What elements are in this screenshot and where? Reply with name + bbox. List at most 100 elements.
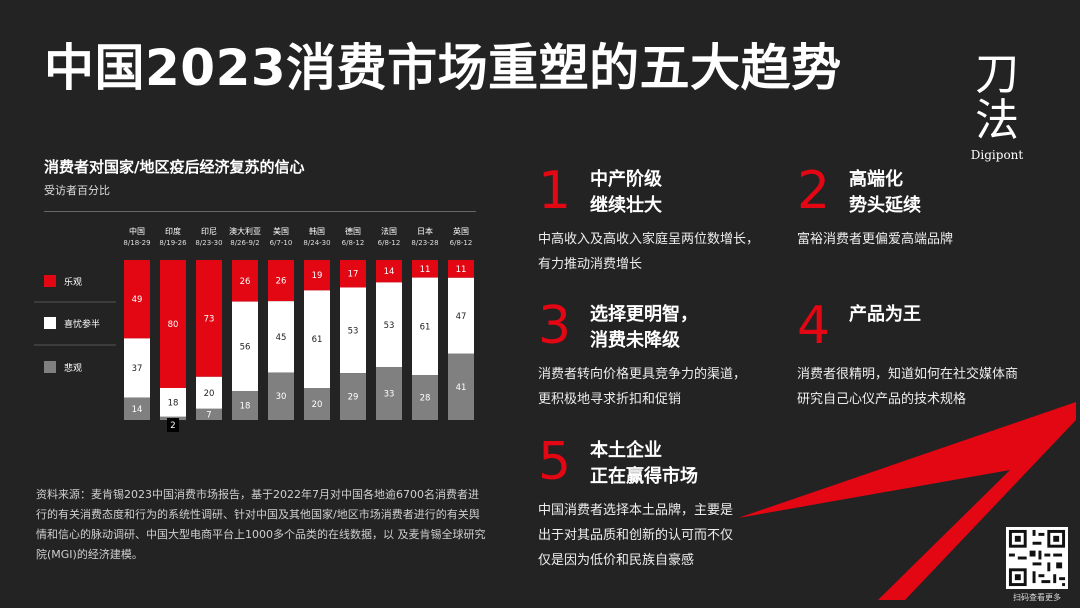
logo-char-top: 刀: [975, 49, 1019, 100]
label-optimistic: 19: [312, 271, 323, 281]
bar-optimistic: [196, 260, 222, 377]
trend-body-line2: 有力推动消费增长: [538, 257, 643, 272]
trend-body-line3: 仅是因为低价和民族自豪感: [538, 553, 695, 568]
qr-code-icon[interactable]: [1006, 527, 1068, 589]
chart-title: 消费者对国家/地区疫后经济复苏的信心: [44, 158, 305, 176]
label-optimistic: 73: [204, 314, 215, 324]
x-tick-label: 韩国: [309, 226, 325, 236]
label-uncertain: 45: [276, 333, 287, 343]
trend-body-line1: 中高收入及高收入家庭呈两位数增长，: [538, 232, 760, 247]
qr-caption: 扫码查看更多: [1013, 593, 1061, 602]
bar-optimistic: [376, 260, 402, 283]
bar-uncertain: [412, 277, 438, 376]
label-uncertain: 37: [132, 364, 143, 374]
legend-swatch: [44, 275, 56, 287]
label-optimistic: 17: [348, 270, 359, 280]
label-uncertain: 47: [456, 312, 467, 322]
bar-uncertain: [124, 338, 150, 398]
label-pessimistic: 29: [348, 393, 359, 403]
bar-optimistic: [268, 260, 294, 302]
x-tick-label: 印尼: [201, 227, 217, 236]
trend-number: 5: [538, 432, 572, 492]
trend-body-line1: 消费者转向价格更具竞争力的渠道，: [538, 367, 747, 382]
bar-optimistic: [160, 260, 186, 388]
bar-optimistic: [304, 260, 330, 291]
trend-heading-line1: 产品为王: [849, 304, 921, 325]
bar-pessimistic: [448, 353, 474, 420]
label-uncertain: 61: [420, 322, 431, 332]
trend-body-line2: 更积极地寻求折扣和促销: [538, 392, 682, 407]
x-tick-date: 8/23-30: [195, 239, 222, 247]
x-tick-label: 英国: [453, 226, 469, 236]
label-uncertain: 53: [384, 321, 395, 331]
trend-heading-line1: 高端化: [849, 169, 903, 190]
x-tick-date: 8/23-28: [411, 239, 438, 247]
trend-1: 1 中产阶级 继续壮大 中高收入及高收入家庭呈两位数增长， 有力推动消费增长: [538, 165, 778, 275]
x-tick-date: 8/24-30: [303, 239, 330, 247]
label-pessimistic: 41: [456, 383, 467, 393]
bar-uncertain: [268, 301, 294, 373]
bar-optimistic: [448, 260, 474, 278]
x-tick-date: 8/19-26: [159, 239, 187, 247]
chart-subtitle: 受访者百分比: [44, 184, 110, 197]
trend-number: 2: [797, 161, 831, 221]
trend-body-line1: 消费者很精明，知道如何在社交媒体商: [797, 367, 1019, 382]
bar-uncertain: [376, 282, 402, 368]
legend-label: 悲观: [64, 362, 82, 374]
bar-uncertain: [196, 376, 222, 409]
label-optimistic: 49: [132, 295, 143, 305]
bar-pessimistic: [412, 375, 438, 420]
trend-heading-line1: 中产阶级: [590, 169, 662, 190]
trend-3: 3 选择更明智， 消费未降级 消费者转向价格更具竞争力的渠道， 更积极地寻求折扣和促…: [538, 300, 778, 410]
legend-label: 乐观: [64, 276, 82, 288]
trend-number: 1: [538, 161, 572, 221]
label-pessimistic: 30: [276, 392, 287, 402]
label-pessimistic: 20: [312, 400, 323, 410]
bar-uncertain: [340, 287, 366, 374]
trend-4: 4 产品为王 消费者很精明，知道如何在社交媒体商 研究自己心仪产品的技术规格: [797, 300, 1057, 410]
trend-body-line2: 研究自己心仪产品的技术规格: [797, 392, 967, 407]
label-pessimistic: 33: [384, 390, 395, 400]
legend-swatch: [44, 317, 56, 329]
label-optimistic: 26: [276, 277, 287, 287]
x-tick-date: 6/8-12: [342, 239, 365, 247]
label-pessimistic: 14: [132, 405, 143, 415]
label-uncertain: 53: [348, 326, 359, 336]
page-title: 中国2023消费市场重塑的五大趋势: [44, 39, 842, 97]
trend-heading-line1: 选择更明智，: [590, 304, 698, 325]
label-uncertain: 20: [204, 389, 215, 399]
bar-uncertain: [160, 388, 186, 417]
x-tick-date: 8/18-29: [123, 239, 150, 247]
label-optimistic: 14: [384, 267, 395, 277]
bar-optimistic: [412, 260, 438, 278]
bar-optimistic: [124, 260, 150, 339]
x-tick-label: 美国: [273, 226, 289, 236]
trend-number: 3: [538, 296, 572, 356]
label-optimistic: 80: [168, 320, 179, 330]
bar-pessimistic: [196, 408, 222, 420]
x-tick-date: 6/8-12: [450, 239, 473, 247]
label-uncertain: 18: [168, 398, 179, 408]
label-pessimistic: 2: [170, 421, 175, 431]
x-tick-date: 8/26-9/2: [230, 239, 260, 247]
bar-uncertain: [232, 301, 258, 392]
bar-pessimistic: [376, 367, 402, 420]
legend-swatch: [44, 361, 56, 373]
trend-2: 2 高端化 势头延续 富裕消费者更偏爱高端品牌: [797, 165, 1037, 275]
bar-uncertain: [448, 277, 474, 354]
trend-heading-line1: 本土企业: [590, 440, 662, 461]
trend-heading-line2: 势头延续: [849, 195, 921, 216]
x-tick-date: 6/8-12: [378, 239, 401, 247]
x-tick-label: 法国: [381, 226, 397, 236]
label-uncertain: 56: [240, 342, 251, 352]
label-optimistic: 11: [456, 265, 467, 275]
label-uncertain: 61: [312, 335, 323, 345]
x-tick-label: 澳大利亚: [229, 226, 261, 236]
confidence-chart: 中国8/18-29493714印度8/19-2680182印尼8/23-3073…: [34, 226, 474, 432]
bar-pessimistic: [268, 372, 294, 420]
label-pessimistic-box: [167, 418, 179, 432]
bar-pessimistic: [340, 373, 366, 420]
x-tick-label: 德国: [345, 226, 361, 236]
trend-heading-line2: 继续壮大: [590, 195, 662, 216]
